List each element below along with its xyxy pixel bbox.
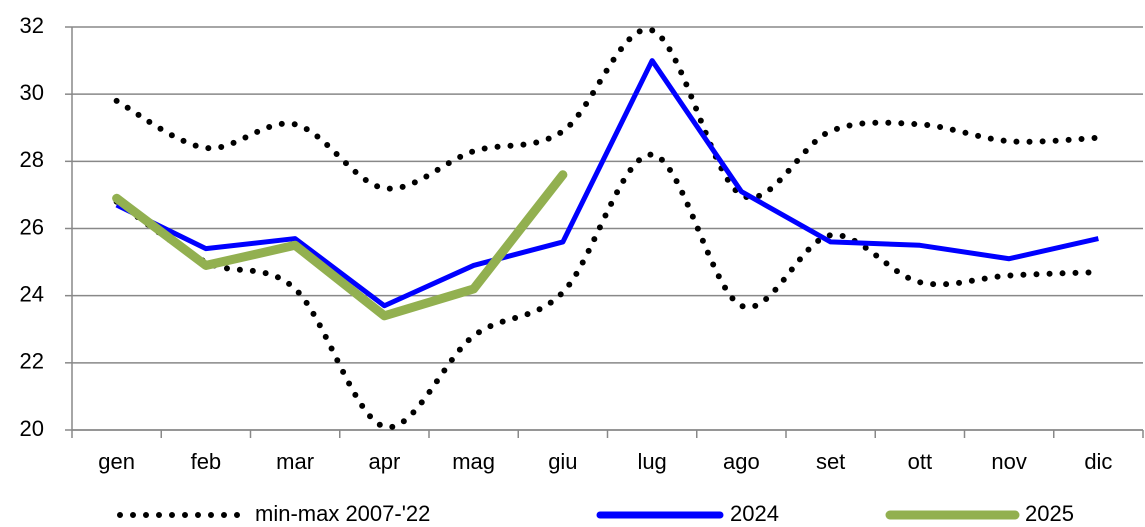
y-tick-label: 32 (20, 13, 44, 38)
legend-label: 2025 (1025, 501, 1074, 526)
x-tick-label: dic (1084, 449, 1112, 474)
line (113, 151, 1102, 431)
y-tick-label: 20 (20, 416, 44, 441)
x-tick-label: giu (548, 449, 577, 474)
y-tick-label: 30 (20, 80, 44, 105)
y-tick-label: 28 (20, 147, 44, 172)
x-tick-label: apr (368, 449, 400, 474)
x-tick-label: mar (276, 449, 314, 474)
line (113, 26, 1102, 201)
x-tick-label: set (816, 449, 845, 474)
x-tick-label: ago (723, 449, 760, 474)
x-tick-label: nov (991, 449, 1026, 474)
line (112, 170, 568, 321)
x-tick-label: mag (452, 449, 495, 474)
y-tick-label: 24 (20, 281, 44, 306)
x-tick-label: ott (908, 449, 932, 474)
line (115, 58, 1099, 309)
y-tick-label: 26 (20, 214, 44, 239)
legend-label: min-max 2007-'22 (255, 501, 430, 526)
y-tick-label: 22 (20, 349, 44, 374)
x-tick-label: lug (637, 449, 666, 474)
x-tick-label: gen (98, 449, 135, 474)
x-tick-label: feb (191, 449, 222, 474)
legend-label: 2024 (730, 501, 779, 526)
